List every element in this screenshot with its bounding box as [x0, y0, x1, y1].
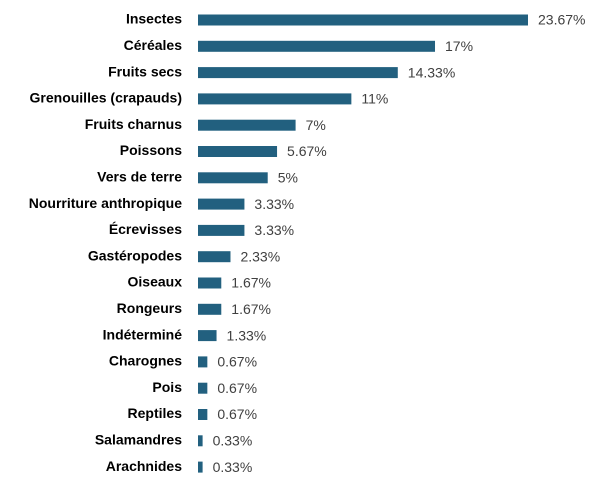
- value-label: 23.67%: [538, 12, 585, 28]
- bar: [198, 40, 436, 52]
- bar: [198, 146, 278, 157]
- value-label: 1.67%: [231, 301, 271, 317]
- bar: [198, 435, 203, 447]
- value-label: 14.33%: [408, 64, 455, 80]
- bar: [198, 277, 222, 289]
- value-label: 1.67%: [231, 275, 271, 291]
- category-label: Vers de terre: [97, 169, 182, 185]
- value-label: 0.33%: [213, 433, 253, 449]
- value-label: 7%: [306, 117, 326, 133]
- value-label: 0.33%: [213, 459, 253, 475]
- category-label: Céréales: [124, 37, 183, 53]
- category-label: Nourriture anthropique: [29, 195, 182, 211]
- bar: [198, 198, 245, 210]
- bar: [198, 461, 203, 473]
- bar: [198, 93, 352, 105]
- bar: [198, 224, 245, 236]
- category-label: Rongeurs: [117, 300, 183, 316]
- value-label: 0.67%: [217, 354, 257, 370]
- bar: [198, 409, 208, 420]
- category-label: Reptiles: [128, 405, 183, 421]
- category-label: Arachnides: [106, 458, 182, 474]
- value-label: 5.67%: [287, 143, 327, 159]
- value-label: 5%: [278, 170, 298, 186]
- value-label: 11%: [361, 91, 388, 107]
- category-label: Fruits secs: [108, 63, 182, 79]
- category-label: Gastéropodes: [88, 247, 182, 263]
- category-label: Poissons: [120, 142, 182, 158]
- category-label: Pois: [152, 379, 182, 395]
- category-label: Écrevisses: [109, 221, 182, 237]
- bar: [198, 330, 217, 342]
- category-label: Insectes: [126, 11, 182, 27]
- bar: [198, 14, 528, 26]
- value-label: 1.33%: [227, 327, 267, 343]
- value-label: 3.33%: [254, 196, 294, 212]
- value-label: 17%: [445, 38, 473, 54]
- bar: [198, 382, 208, 394]
- bar: [198, 172, 268, 184]
- bar: [198, 251, 231, 263]
- category-label: Charognes: [109, 353, 182, 369]
- value-label: 2.33%: [240, 248, 280, 264]
- category-label: Salamandres: [95, 432, 182, 448]
- category-label: Fruits charnus: [85, 116, 182, 132]
- value-label: 0.67%: [217, 380, 257, 396]
- bar: [198, 303, 222, 315]
- bar: [198, 119, 296, 131]
- category-label: Oiseaux: [128, 274, 183, 290]
- value-label: 3.33%: [254, 222, 294, 238]
- bar: [198, 356, 208, 368]
- value-label: 0.67%: [217, 406, 257, 422]
- category-label: Indéterminé: [103, 326, 183, 342]
- bar: [198, 67, 398, 79]
- category-label: Grenouilles (crapauds): [30, 90, 182, 106]
